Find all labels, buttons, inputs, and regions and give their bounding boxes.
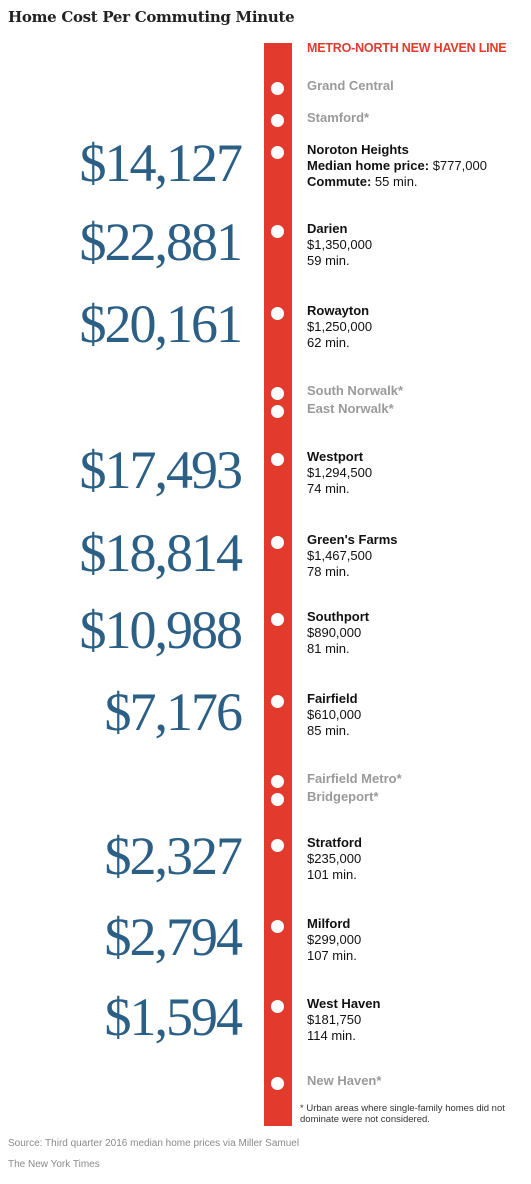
rail-line	[264, 43, 292, 1126]
median-price-value: $299,000	[307, 932, 362, 947]
cost-per-minute-value: $10,988	[79, 600, 244, 660]
commute-value: 62 min.	[307, 335, 350, 350]
station-name: Fairfield	[307, 691, 358, 706]
footnote: * Urban areas where single-family homes …	[300, 1103, 505, 1125]
median-price-value: $1,467,500	[307, 548, 373, 563]
station-fairfield-metro: Fairfield Metro*	[307, 771, 527, 787]
station-new-haven: New Haven*	[307, 1073, 527, 1089]
station-dot-bridgeport	[271, 793, 284, 806]
station-bridgeport: Bridgeport*	[307, 789, 527, 805]
commute-value: 107 min.	[307, 948, 357, 963]
station-name: Stamford*	[307, 110, 370, 125]
commute-value: 78 min.	[307, 564, 350, 579]
commute-value: 81 min.	[307, 641, 350, 656]
station-name: New Haven*	[307, 1073, 382, 1088]
station-name: South Norwalk*	[307, 383, 404, 398]
median-price-row: Median home price: $777,000	[307, 158, 527, 174]
commute-value: 59 min.	[307, 253, 350, 268]
line-name: METRO-NORTH NEW HAVEN LINE	[307, 41, 507, 55]
cost-per-minute-value: $14,127	[79, 133, 244, 193]
station-name: East Norwalk*	[307, 401, 394, 416]
station-name: West Haven	[307, 996, 381, 1011]
station-name: Stratford	[307, 835, 362, 850]
commute-label: Commute:	[307, 174, 372, 189]
median-price-value: $1,350,000	[307, 237, 373, 252]
median-price-label: Median home price:	[307, 158, 430, 173]
station-darien: Darien $1,350,000 59 min.	[307, 221, 527, 269]
station-dot-milford	[271, 920, 284, 933]
station-green-s-farms: Green's Farms $1,467,500 78 min.	[307, 532, 527, 580]
median-price-value: $890,000	[307, 625, 362, 640]
cost-per-minute-value: $18,814	[79, 523, 244, 583]
median-price-value: $610,000	[307, 707, 362, 722]
station-rowayton: Rowayton $1,250,000 62 min.	[307, 303, 527, 351]
commute-value: 101 min.	[307, 867, 357, 882]
source-note: Source: Third quarter 2016 median home p…	[8, 1138, 300, 1149]
commute-value: 85 min.	[307, 723, 350, 738]
station-name: Bridgeport*	[307, 789, 379, 804]
commute-value: 55 min.	[374, 174, 418, 189]
median-price-value: $1,294,500	[307, 465, 373, 480]
station-name: Westport	[307, 449, 364, 464]
station-dot-grand-central	[271, 82, 284, 95]
cost-per-minute-value: $22,881	[79, 212, 244, 272]
commute-value: 114 min.	[307, 1028, 356, 1043]
station-fairfield: Fairfield $610,000 85 min.	[307, 691, 527, 739]
station-name: Darien	[307, 221, 348, 236]
station-name: Noroton Heights	[307, 142, 409, 157]
station-dot-stratford	[271, 839, 284, 852]
cost-per-minute-value: $17,493	[79, 440, 244, 500]
cost-per-minute-value: $1,594	[104, 987, 244, 1047]
credit: The New York Times	[8, 1159, 100, 1170]
cost-per-minute-value: $2,327	[104, 826, 244, 886]
median-price-value: $235,000	[307, 851, 362, 866]
station-south-norwalk: South Norwalk*	[307, 383, 527, 399]
commute-value: 74 min.	[307, 481, 350, 496]
station-name: Milford	[307, 916, 351, 931]
median-price-value: $181,750	[307, 1012, 362, 1027]
cost-per-minute-value: $2,794	[104, 907, 244, 967]
station-dot-darien	[271, 225, 284, 238]
station-dot-south-norwalk	[271, 387, 284, 400]
station-dot-green-s-farms	[271, 536, 284, 549]
station-name: Rowayton	[307, 303, 370, 318]
station-dot-west-haven	[271, 1000, 284, 1013]
station-name: Southport	[307, 609, 370, 624]
median-price-value: $777,000	[432, 158, 487, 173]
median-price-value: $1,250,000	[307, 319, 373, 334]
station-westport: Westport $1,294,500 74 min.	[307, 449, 527, 497]
station-name: Grand Central	[307, 78, 394, 93]
station-dot-fairfield-metro	[271, 775, 284, 788]
station-milford: Milford $299,000 107 min.	[307, 916, 527, 964]
station-grand-central: Grand Central	[307, 78, 527, 94]
station-west-haven: West Haven $181,750 114 min.	[307, 996, 527, 1044]
station-dot-fairfield	[271, 695, 284, 708]
cost-per-minute-value: $7,176	[104, 682, 244, 742]
station-east-norwalk: East Norwalk*	[307, 401, 527, 417]
station-dot-westport	[271, 453, 284, 466]
station-stratford: Stratford $235,000 101 min.	[307, 835, 527, 883]
cost-per-minute-value: $20,161	[79, 294, 244, 354]
station-stamford: Stamford*	[307, 110, 527, 126]
station-dot-rowayton	[271, 307, 284, 320]
commute-row: Commute: 55 min.	[307, 174, 527, 190]
station-dot-east-norwalk	[271, 405, 284, 418]
station-dot-stamford	[271, 114, 284, 127]
station-dot-new-haven	[271, 1077, 284, 1090]
station-dot-southport	[271, 613, 284, 626]
station-southport: Southport $890,000 81 min.	[307, 609, 527, 657]
station-name: Green's Farms	[307, 532, 398, 547]
chart-title: Home Cost Per Commuting Minute	[8, 8, 295, 26]
station-name: Fairfield Metro*	[307, 771, 402, 786]
station-noroton-heights: Noroton Heights Median home price: $777,0…	[307, 142, 527, 190]
station-dot-noroton-heights	[271, 146, 284, 159]
